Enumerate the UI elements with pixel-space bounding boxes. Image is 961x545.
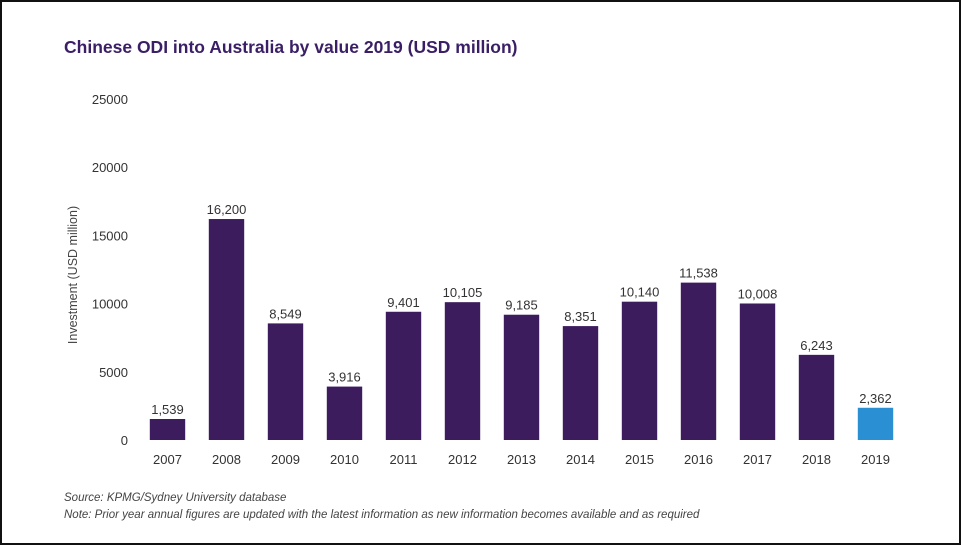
bar-data-label: 11,538 — [679, 266, 718, 281]
x-axis-ticks: 2007 2008 2009 2010 2011 2012 2013 2014 2015 2016… — [153, 452, 890, 467]
x-tick-label: 2016 — [684, 452, 713, 467]
bar-data-label: 10,008 — [738, 286, 778, 301]
x-tick-label: 2010 — [330, 452, 359, 467]
bar-data-label: 9,401 — [387, 295, 420, 310]
y-axis-ticks: 0 5000 10000 15000 20000 25000 — [92, 92, 128, 448]
bar — [857, 407, 894, 440]
x-tick-label: 2013 — [507, 452, 536, 467]
bar-data-label: 16,200 — [207, 202, 247, 217]
chart-title: Chinese ODI into Australia by value 2019… — [64, 37, 518, 57]
x-tick-label: 2017 — [743, 452, 772, 467]
bar-data-label: 6,243 — [800, 338, 833, 353]
bar — [385, 311, 422, 440]
bar — [267, 323, 304, 440]
bar — [798, 354, 835, 440]
bar — [503, 314, 540, 440]
bar-data-label: 2,362 — [859, 391, 892, 406]
y-tick-label: 15000 — [92, 228, 128, 243]
y-tick-label: 0 — [121, 433, 128, 448]
bar-data-label: 9,185 — [505, 298, 538, 313]
bar-data-label: 8,549 — [269, 306, 302, 321]
x-tick-label: 2007 — [153, 452, 182, 467]
x-tick-label: 2019 — [861, 452, 890, 467]
bar — [739, 303, 776, 440]
x-tick-label: 2011 — [390, 452, 418, 467]
footnote: Note: Prior year annual figures are upda… — [64, 509, 700, 521]
y-axis-label: Investment (USD million) — [66, 206, 80, 344]
y-tick-label: 10000 — [92, 297, 128, 312]
x-tick-label: 2008 — [212, 452, 241, 467]
bar — [326, 386, 363, 440]
bar-data-label: 3,916 — [328, 370, 361, 385]
x-tick-label: 2009 — [271, 452, 300, 467]
bar-labels: 1,539 16,200 8,549 3,916 9,401 10,105 9,185 8,3… — [151, 202, 892, 417]
bar — [208, 219, 245, 440]
bar-data-label: 8,351 — [564, 309, 597, 324]
y-tick-label: 25000 — [92, 92, 128, 107]
x-tick-label: 2015 — [625, 452, 654, 467]
y-tick-label: 20000 — [92, 160, 128, 175]
bars — [149, 219, 894, 440]
y-tick-label: 5000 — [99, 365, 128, 380]
bar — [680, 282, 717, 440]
bar-data-label: 10,140 — [620, 285, 660, 300]
bar — [621, 301, 658, 440]
bar-data-label: 10,105 — [443, 285, 483, 300]
x-tick-label: 2012 — [448, 452, 477, 467]
x-tick-label: 2018 — [802, 452, 831, 467]
x-tick-label: 2014 — [566, 452, 595, 467]
bar — [149, 419, 186, 440]
bar — [562, 326, 599, 440]
bar — [444, 302, 481, 440]
bar-data-label: 1,539 — [151, 402, 184, 417]
source-note: Source: KPMG/Sydney University database — [64, 492, 287, 504]
